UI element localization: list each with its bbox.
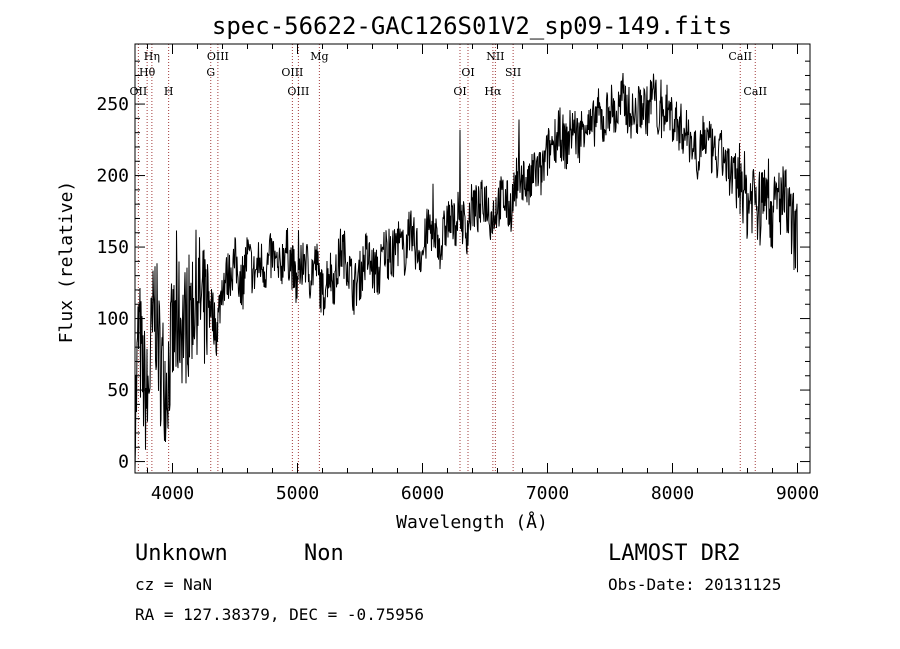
- emission-line-label: Mg: [310, 50, 328, 63]
- x-tick-label: 7000: [526, 483, 569, 504]
- object-subclass: Non: [304, 541, 344, 566]
- emission-line-label: Hη: [144, 50, 160, 63]
- observation-date: Obs-Date: 20131125: [608, 575, 781, 594]
- emission-line-label: OIII: [287, 85, 309, 98]
- emission-line-label: OI: [461, 66, 474, 79]
- x-tick-label: 4000: [151, 483, 194, 504]
- emission-line-label: OII: [130, 85, 148, 98]
- emission-line-label: OIII: [207, 50, 229, 63]
- y-tick-label: 100: [96, 309, 129, 330]
- y-tick-label: 50: [107, 380, 129, 401]
- x-tick-label: 5000: [276, 483, 319, 504]
- x-tick-label: 9000: [776, 483, 819, 504]
- emission-line-label: CaII: [728, 50, 752, 63]
- x-axis: 4000 5000 6000 7000 8000 9000: [147, 44, 819, 504]
- coordinates: RA = 127.38379, DEC = -0.75956: [135, 605, 424, 624]
- y-tick-label: 200: [96, 166, 129, 187]
- emission-line-label: OIII: [281, 66, 303, 79]
- survey-name: LAMOST DR2: [608, 541, 740, 566]
- emission-line-label: Hα: [484, 85, 502, 98]
- y-tick-label: 150: [96, 237, 129, 258]
- x-axis-label: Wavelength (Å): [396, 511, 548, 533]
- redshift-cz: cz = NaN: [135, 575, 212, 594]
- emission-line-label: OI: [453, 85, 466, 98]
- emission-line-label: NII: [486, 50, 504, 63]
- chart-title: spec-56622-GAC126S01V2_sp09-149.fits: [212, 12, 732, 40]
- x-tick-label: 8000: [651, 483, 694, 504]
- x-tick-label: 6000: [401, 483, 444, 504]
- emission-line-label: H: [164, 85, 174, 98]
- emission-line-label: CaII: [743, 85, 767, 98]
- y-axis-label: Flux (relative): [56, 181, 77, 344]
- object-class: Unknown: [135, 541, 228, 566]
- spectrum-line: [134, 72, 798, 471]
- y-tick-label: 250: [96, 94, 129, 115]
- emission-line-label: Hθ: [139, 66, 156, 79]
- y-axis: 0 50 100 150 200 250: [96, 60, 810, 473]
- y-tick-label: 0: [118, 452, 129, 473]
- emission-line-label: G: [206, 66, 215, 79]
- emission-line-label: SII: [505, 66, 521, 79]
